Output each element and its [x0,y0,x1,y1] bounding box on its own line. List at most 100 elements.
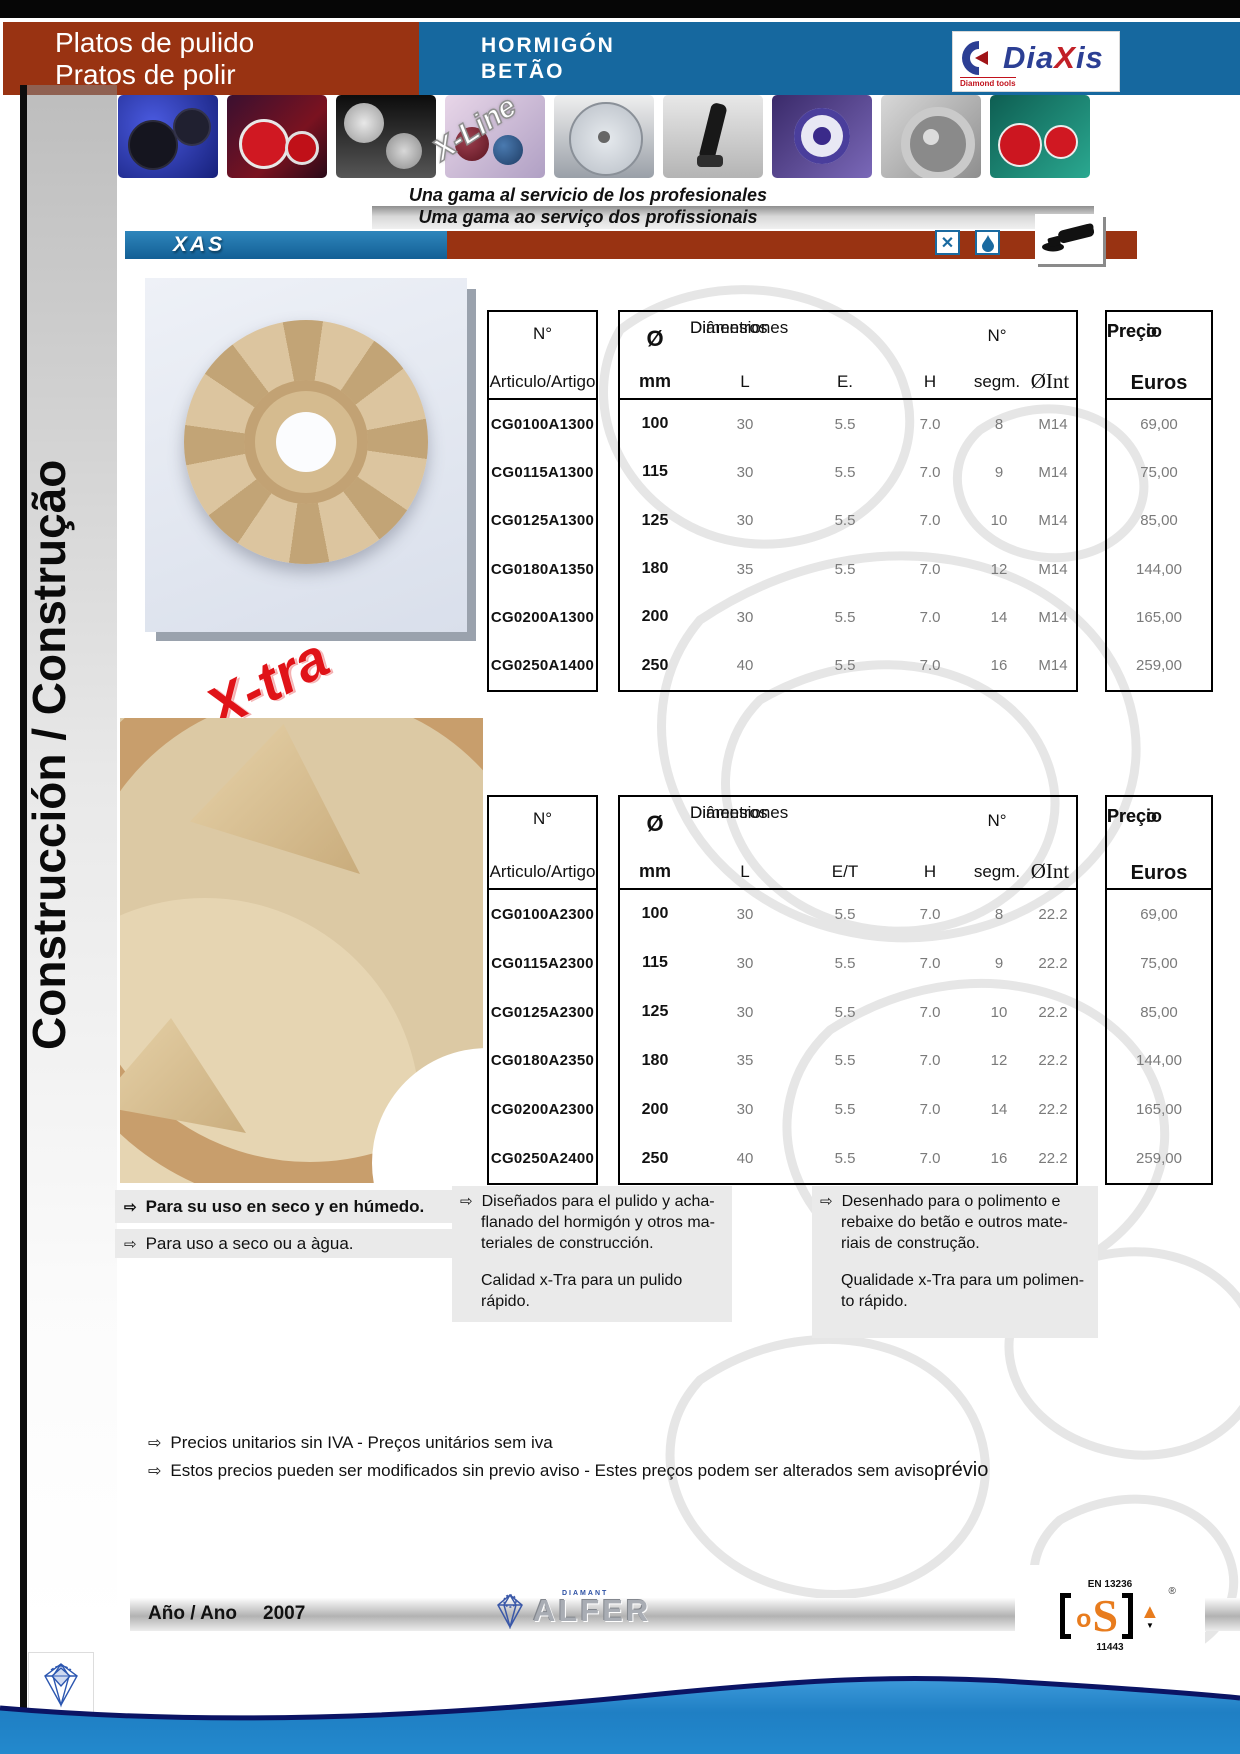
table-row: 75,00 [1140,954,1178,972]
col-n-label: N° [987,811,1007,830]
page-title-banner: Platos de pulido Pratos de polir [3,22,419,95]
col-diameter-symbol: Ø [646,326,664,351]
table-row: 125 30 5.5 7.0 10 M14 [641,511,1068,530]
material-label: HORMIGÓN BETÃO [481,33,615,85]
feature-dry-wet-pt: ⇨ Para uso a seco ou a àgua. [115,1229,453,1258]
table-row: CG0125A1300 [490,512,595,530]
table-row: CG0180A1350 [490,560,595,578]
registered-mark: ® [1168,1586,1176,1597]
feature-description-pt: ⇨ Desenhado para o polimento e rebaixe d… [812,1186,1098,1338]
rust-divider-bar [447,231,1137,259]
table-row: CG0180A2350 [490,1052,595,1070]
table-row: 85,00 [1140,512,1178,530]
table-row: 259,00 [1136,657,1182,675]
arrow-icon: ⇨ [148,1435,162,1452]
price-rows-1: 69,00 75,00 85,00 144,00 165,00 259,00 [1107,400,1211,690]
product-photo-2 [227,95,327,178]
col-article-label: Articulo/Artigo [489,372,596,391]
table-row: 250 40 5.5 7.0 16 22.2 [641,1149,1068,1168]
wet-use-icon [975,230,1000,255]
col-article-number: N° [532,809,553,828]
table-row: 250 40 5.5 7.0 16 M14 [641,656,1068,675]
col-h: H [923,372,937,391]
product-photo-5 [554,95,654,178]
page-title-es: Platos de pulido [55,27,255,58]
table-row: 200 30 5.5 7.0 14 M14 [641,608,1068,626]
product-photo-7 [772,95,872,178]
section-title-vertical: Construcción / Construção [23,459,75,1050]
currency-label: Euros [1130,372,1188,394]
slogan-es: Una gama al servicio de los profesionale… [408,185,768,205]
table-row: 144,00 [1136,560,1182,578]
diaxis-tagline: Diamond tools [960,77,1016,88]
table-row: 180 35 5.5 7.0 12 M14 [641,560,1068,578]
disc-bore-hole [276,412,336,472]
diaxis-c-icon [962,41,988,75]
cert-standard: EN 13236 [1087,1579,1133,1590]
diamond-emblem-logo [28,1652,94,1716]
table-row: CG0100A2300 [490,905,595,923]
col-segm: segm. [973,372,1021,391]
page-title-pt: Pratos de polir [55,59,236,90]
col-l: L [740,862,750,881]
col-oint: ØInt [1030,859,1070,883]
price-table-2: Precio Preço Euros 69,00 75,00 85,00 144… [1105,795,1213,1185]
col-segm: segm. [973,862,1021,881]
product-photo-strip [118,95,1094,178]
col-l: L [740,372,750,391]
table-row: 115 30 5.5 7.0 9 M14 [642,463,1068,481]
table-row: CG0250A1400 [490,657,595,675]
article-rows-1: CG0100A1300 CG0115A1300 CG0125A1300 CG01… [489,400,596,690]
alfer-wordmark: ALFER [533,1593,652,1628]
diaxis-logo: DiaXis Diamond tools [952,31,1120,92]
dimension-rows-1: 100 30 5.5 7.0 8 M14 115 30 5.5 7.0 9 M14 125 30 5.5… [620,400,1076,690]
left-border-line [20,85,27,1712]
table-row: 165,00 [1136,1101,1182,1119]
table-row: CG0250A2400 [490,1150,595,1168]
col-n-label: N° [987,326,1007,345]
col-e: E. [836,372,854,391]
arrow-icon: ⇨ [460,1193,473,1210]
left-gradient-strip [27,85,117,1630]
gray-divider-band [372,206,1094,229]
arrow-icon: ⇨ [820,1193,833,1210]
dimension-rows-2: 100 30 5.5 7.0 8 22.2 115 30 5.5 7.0 9 22.2 125 30 5… [620,890,1076,1183]
product-photo-6 [663,95,763,178]
price-table-1: Precio Preço Euros 69,00 75,00 85,00 144… [1105,310,1213,692]
note-no-vat: ⇨ Precios unitarios sin IVA - Preços uni… [148,1433,553,1452]
table-row: 75,00 [1140,463,1178,481]
arrow-icon: ⇨ [124,1198,137,1216]
product-photo-8 [881,95,981,178]
arrow-icon: ⇨ [148,1463,162,1480]
product-photo-3 [336,95,436,178]
model-bar: XAS [125,231,447,259]
slogan-pt: Uma gama ao serviço dos profissionais [418,207,758,227]
article-table-1: N° Articulo/Artigo CG0100A1300 CG0115A13… [487,310,598,692]
table-row: 144,00 [1136,1052,1182,1070]
table-row: CG0125A2300 [490,1003,595,1021]
table-row: 100 30 5.5 7.0 8 22.2 [641,905,1068,923]
col-article-number: N° [532,324,553,343]
table-row: CG0100A1300 [490,415,595,433]
table-row: 69,00 [1140,415,1178,433]
arrow-icon: ⇨ [124,1235,137,1253]
article-table-2: N° Articulo/Artigo CG0100A2300 CG0115A23… [487,795,598,1185]
diaxis-wordmark: DiaXis [1003,40,1104,75]
table-row: 85,00 [1140,1003,1178,1021]
table-row: CG0200A2300 [490,1101,595,1119]
table-row: 200 30 5.5 7.0 14 22.2 [641,1100,1068,1119]
bottom-wave [0,1675,1240,1754]
table-row: 69,00 [1140,905,1178,923]
top-black-bar [0,0,1240,18]
table-row: CG0115A1300 [491,463,594,481]
turbo-disc-graphic [184,320,428,564]
article-rows-2: CG0100A2300 CG0115A2300 CG0125A2300 CG01… [489,890,596,1183]
dimensions-table-2: Ø Dimensiones Diâmetros N° mm L E/T H se… [618,795,1078,1185]
col-oint: ØInt [1030,369,1070,393]
osa-triangle-icon: ▲ ▼ [1140,1601,1160,1630]
currency-label: Euros [1130,862,1188,884]
price-rows-2: 69,00 75,00 85,00 144,00 165,00 259,00 [1107,890,1211,1183]
alfer-diamond-icon [497,1594,523,1629]
alfer-logo: ALFER DIAMANT [492,1590,652,1629]
